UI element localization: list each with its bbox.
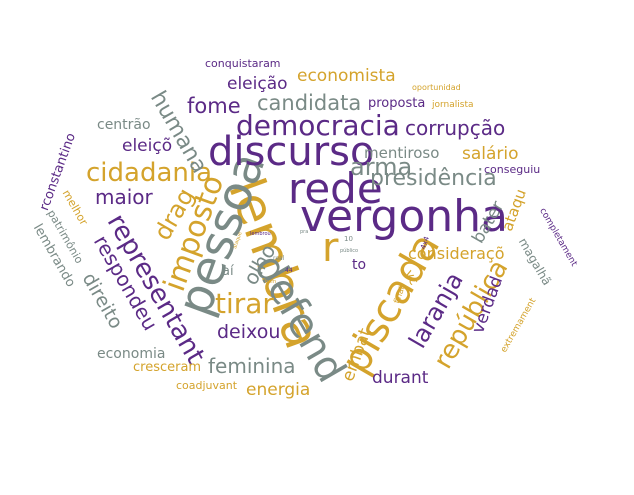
word-coadjuvant: coadjuvant bbox=[176, 379, 238, 392]
word-mentiroso: mentiroso bbox=[364, 144, 440, 162]
word-44: 44 bbox=[285, 267, 293, 274]
word-completament: completament bbox=[537, 206, 579, 269]
word-economia: economia bbox=[97, 346, 166, 362]
word-consideraco: consideraçõ bbox=[408, 244, 505, 263]
word-melhor: melhor bbox=[59, 187, 91, 228]
word-oportunidad: oportunidad bbox=[412, 83, 461, 92]
word-magalha: magalhã bbox=[515, 235, 555, 288]
word-tirar: tirar bbox=[215, 287, 274, 320]
word-fome: fome bbox=[187, 94, 241, 118]
word-vergonha: vergonha bbox=[300, 191, 509, 242]
word-maior: maior bbox=[95, 185, 153, 209]
word-deixou: deixou bbox=[217, 321, 281, 343]
word-real: real bbox=[273, 255, 285, 262]
word-tiny-2: lembrou bbox=[250, 231, 271, 237]
word-ai: aí bbox=[222, 264, 234, 279]
word-eleicao: eleição bbox=[227, 74, 288, 94]
word-durant: durant bbox=[372, 368, 429, 388]
word-presidencia: presidência bbox=[370, 166, 497, 191]
word-salario: salário bbox=[462, 144, 519, 164]
word-corrupcao: corrupção bbox=[405, 116, 506, 140]
word-r: r bbox=[322, 225, 339, 271]
word-energia: energia bbox=[246, 380, 311, 400]
word-cresceram: cresceram bbox=[133, 360, 202, 375]
word-eleic: eleiçõ bbox=[122, 136, 173, 156]
word-arma: arma bbox=[350, 153, 413, 181]
word-extremament: extremament bbox=[499, 296, 539, 355]
word-economista: economista bbox=[297, 66, 396, 86]
word-discurso: discurso bbox=[208, 129, 375, 175]
word-conquistaram: conquistaram bbox=[205, 57, 281, 70]
word-rede: rede bbox=[288, 164, 383, 213]
word-to: to bbox=[352, 257, 367, 273]
word-proposta: proposta bbox=[368, 96, 426, 111]
word-democracia: democracia bbox=[236, 109, 400, 142]
word-feminina: feminina bbox=[208, 354, 296, 378]
word-tiny-3: bom bbox=[265, 279, 277, 285]
word-10: 10 bbox=[344, 235, 353, 243]
word-cidadania: cidadania bbox=[86, 158, 213, 188]
word-candidata: candidata bbox=[257, 91, 362, 115]
word-publico: público bbox=[340, 248, 359, 254]
word-centrao: centrão bbox=[97, 117, 151, 133]
word-conseguiu: conseguiu bbox=[484, 163, 541, 176]
word-tiny-4: pra bbox=[300, 229, 309, 235]
word-jornalista: jornalista bbox=[432, 100, 474, 110]
